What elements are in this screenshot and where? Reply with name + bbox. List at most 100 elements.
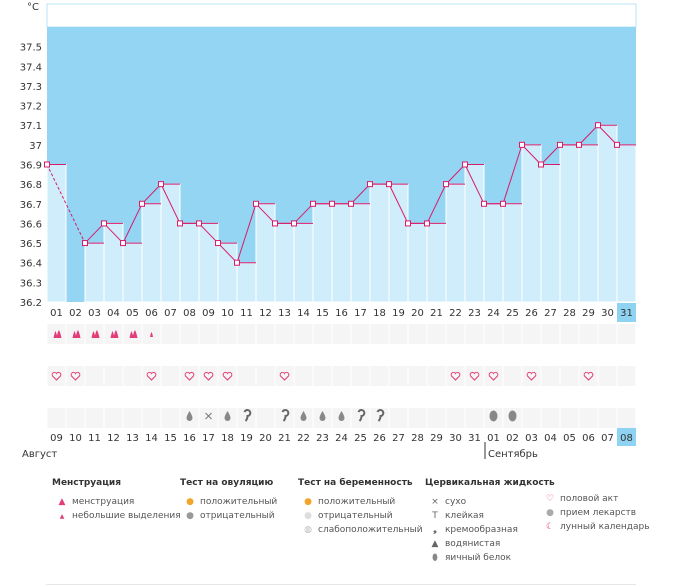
drop-big-icon bbox=[94, 330, 100, 338]
temperature-bar bbox=[388, 183, 409, 303]
drop-big-icon bbox=[91, 331, 96, 338]
temperature-point bbox=[158, 181, 164, 188]
y-tick-label: 36.5 bbox=[20, 239, 42, 250]
legend-pregnancy: Тест на беременность ● положительный ● отр… bbox=[298, 478, 423, 535]
legend-title: Менструация bbox=[52, 478, 121, 488]
temperature-bar bbox=[540, 164, 561, 303]
cycle-day-label: 06 bbox=[145, 308, 158, 319]
temperature-segment bbox=[84, 223, 105, 244]
marker-row bbox=[47, 344, 636, 366]
cycle-day-label: 09 bbox=[202, 308, 215, 319]
temperature-point bbox=[614, 141, 620, 148]
cycle-day-label: 02 bbox=[69, 308, 82, 319]
heart-icon bbox=[469, 371, 480, 381]
y-tick-label: 36.2 bbox=[20, 298, 42, 309]
cycle-day-label: 25 bbox=[506, 308, 519, 319]
temperature-point bbox=[177, 220, 183, 227]
temperature-segment bbox=[426, 183, 447, 224]
temperature-point bbox=[272, 220, 278, 227]
y-tick-label: 36.9 bbox=[20, 161, 42, 172]
heart-icon: ♡ bbox=[545, 494, 555, 504]
heart-icon bbox=[526, 371, 537, 381]
date-label: 29 bbox=[430, 433, 443, 444]
date-label: 24 bbox=[335, 433, 348, 444]
bottom-divider bbox=[46, 584, 636, 585]
temperature-bar bbox=[521, 144, 542, 303]
drop-big-icon bbox=[129, 331, 134, 338]
y-tick-label: 36.6 bbox=[20, 219, 42, 230]
egg-icon: ⬮ bbox=[432, 553, 438, 563]
temperature-bar bbox=[407, 222, 428, 303]
legend: Менструация ▲ менструация ▲ небольшие выде… bbox=[0, 478, 675, 587]
temperature-bar bbox=[426, 222, 447, 303]
cycle-day-label: 30 bbox=[601, 308, 614, 319]
cycle-day-label: 04 bbox=[107, 308, 120, 319]
comma-icon: ❟ bbox=[433, 525, 437, 535]
legend-ovulation: Тест на овуляцию ● положительный ● отрицат… bbox=[180, 478, 278, 521]
temperature-bar bbox=[597, 124, 618, 303]
comma-icon bbox=[357, 409, 366, 422]
y-axis: 37.5 37.4 37.3 37.2 37.1 37 36.9 36.8 36.7 36.6 36… bbox=[20, 43, 42, 309]
legend-menstruation: Менструация ▲ менструация ▲ небольшие выде… bbox=[52, 478, 181, 523]
circle-orange-icon: ● bbox=[304, 497, 312, 507]
date-label: 16 bbox=[183, 433, 196, 444]
heart-icon bbox=[488, 371, 499, 381]
heart-icon bbox=[51, 371, 62, 381]
comma-icon bbox=[376, 409, 385, 422]
date-label: 03 bbox=[525, 433, 538, 444]
date-label: 30 bbox=[449, 433, 462, 444]
temperature-bar bbox=[198, 222, 219, 303]
date-labels: 09 10 11 12 13 14 15 16 17 18 19 20 21 22 23 24 25 26 27 28… bbox=[50, 433, 633, 444]
row-dates bbox=[47, 428, 636, 446]
date-label: 19 bbox=[240, 433, 253, 444]
temperature-bar bbox=[578, 144, 599, 303]
cycle-day-label: 07 bbox=[164, 308, 177, 319]
drop-big-icon: ▲ bbox=[58, 497, 66, 507]
cycle-day-label: 22 bbox=[449, 308, 462, 319]
heart-icon bbox=[146, 371, 157, 381]
temperature-point bbox=[481, 200, 487, 207]
temperature-bar bbox=[274, 222, 295, 303]
date-label: 25 bbox=[354, 433, 367, 444]
temperature-point bbox=[348, 200, 354, 207]
date-label: 26 bbox=[373, 433, 386, 444]
date-label: 14 bbox=[145, 433, 158, 444]
temperature-bar bbox=[179, 222, 200, 303]
temperature-point bbox=[538, 161, 544, 168]
egg-icon bbox=[489, 410, 498, 422]
temperature-bar bbox=[255, 203, 276, 303]
marker-rows bbox=[46, 302, 637, 446]
temperature-point bbox=[101, 220, 107, 227]
temperature-bar bbox=[616, 144, 637, 303]
row-days bbox=[47, 302, 636, 324]
y-tick-label: 37.1 bbox=[20, 121, 42, 132]
cycle-day-label: 10 bbox=[221, 308, 234, 319]
y-tick-label: 36.4 bbox=[20, 259, 42, 270]
temperature-point bbox=[367, 181, 373, 188]
cycle-day-label: 01 bbox=[50, 308, 63, 319]
date-label: 11 bbox=[88, 433, 101, 444]
temperature-segment bbox=[160, 183, 181, 224]
y-tick-label: 37.3 bbox=[20, 82, 42, 93]
cycle-day-label: 03 bbox=[88, 308, 101, 319]
cross-icon bbox=[205, 412, 212, 420]
cycle-day-label: 16 bbox=[335, 308, 348, 319]
current-date-highlight bbox=[617, 428, 636, 446]
cycle-day-label: 21 bbox=[430, 308, 443, 319]
cycle-day-label: 28 bbox=[563, 308, 576, 319]
temperature-segment bbox=[578, 124, 599, 146]
heart-icon bbox=[184, 371, 195, 381]
cycle-day-label: 24 bbox=[487, 308, 500, 319]
drop-icon: ▲ bbox=[431, 539, 439, 549]
drop-small-icon bbox=[150, 332, 153, 337]
marker-row bbox=[47, 386, 636, 408]
y-tick-label: 37.5 bbox=[20, 43, 42, 54]
temperature-bar bbox=[160, 183, 181, 303]
temperature-point bbox=[234, 259, 240, 266]
date-label: 15 bbox=[164, 433, 177, 444]
comma-icon bbox=[281, 409, 290, 422]
y-tick-label: 36.8 bbox=[20, 180, 42, 191]
temperature-point bbox=[405, 220, 411, 227]
cycle-day-label: 14 bbox=[297, 308, 310, 319]
date-label: 27 bbox=[392, 433, 405, 444]
